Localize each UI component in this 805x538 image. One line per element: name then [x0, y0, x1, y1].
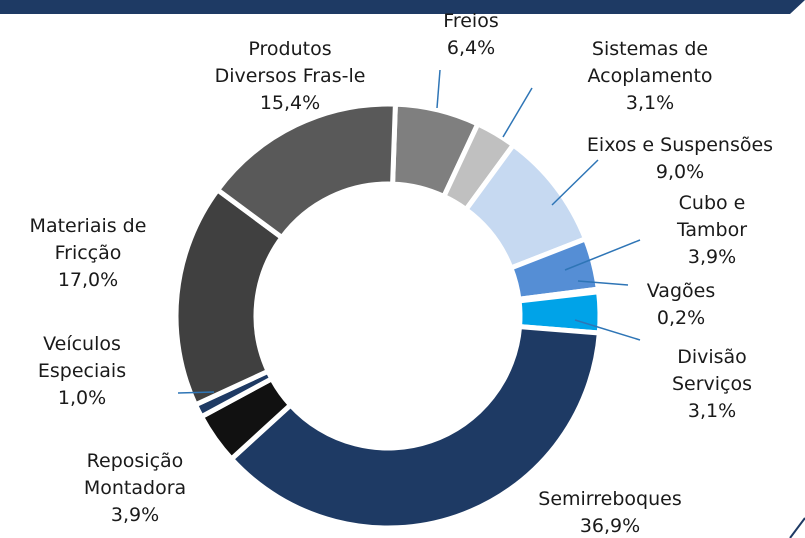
data-label-value: 3,1%: [625, 92, 675, 114]
leader-line: [177, 391, 215, 394]
leader-line: [551, 159, 599, 206]
data-label-value: 9,0%: [655, 161, 705, 183]
leader-line: [436, 69, 441, 109]
data-label-value: 1,0%: [57, 387, 107, 409]
data-label-name: Freios: [443, 10, 499, 32]
leader-line: [502, 87, 533, 138]
data-label-name: Veículos Especiais: [37, 333, 127, 382]
donut-segment: [214, 101, 398, 241]
data-label-value: 0,2%: [656, 307, 706, 329]
data-label-name: Eixos e Suspensões: [586, 134, 774, 156]
leader-line: [577, 280, 629, 286]
data-label-name: Materiais de Fricção: [29, 215, 147, 264]
data-label-name: Divisão Serviços: [671, 346, 753, 395]
data-label-name: Cubo e Tambor: [676, 192, 748, 241]
leader-line: [564, 239, 641, 271]
data-label-value: 3,9%: [110, 504, 160, 526]
data-label-name: Produtos Diversos Fras-le: [214, 38, 366, 87]
data-label-name: Vagões: [646, 280, 716, 302]
data-label-value: 3,1%: [687, 400, 737, 422]
header-band: [0, 0, 805, 14]
data-label-name: Sistemas de Acoplamento: [587, 38, 713, 87]
decor-line: [789, 517, 805, 538]
leader-line: [574, 319, 641, 341]
data-label-value: 15,4%: [259, 92, 321, 114]
data-label-name: Reposição Montadora: [83, 450, 187, 499]
data-label-value: 17,0%: [57, 269, 119, 291]
donut-segment: [227, 323, 603, 531]
data-label-name: Semirreboques: [538, 488, 682, 510]
data-label-value: 36,9%: [579, 515, 641, 537]
data-label-value: 6,4%: [446, 37, 496, 59]
data-label-value: 3,9%: [687, 246, 737, 268]
